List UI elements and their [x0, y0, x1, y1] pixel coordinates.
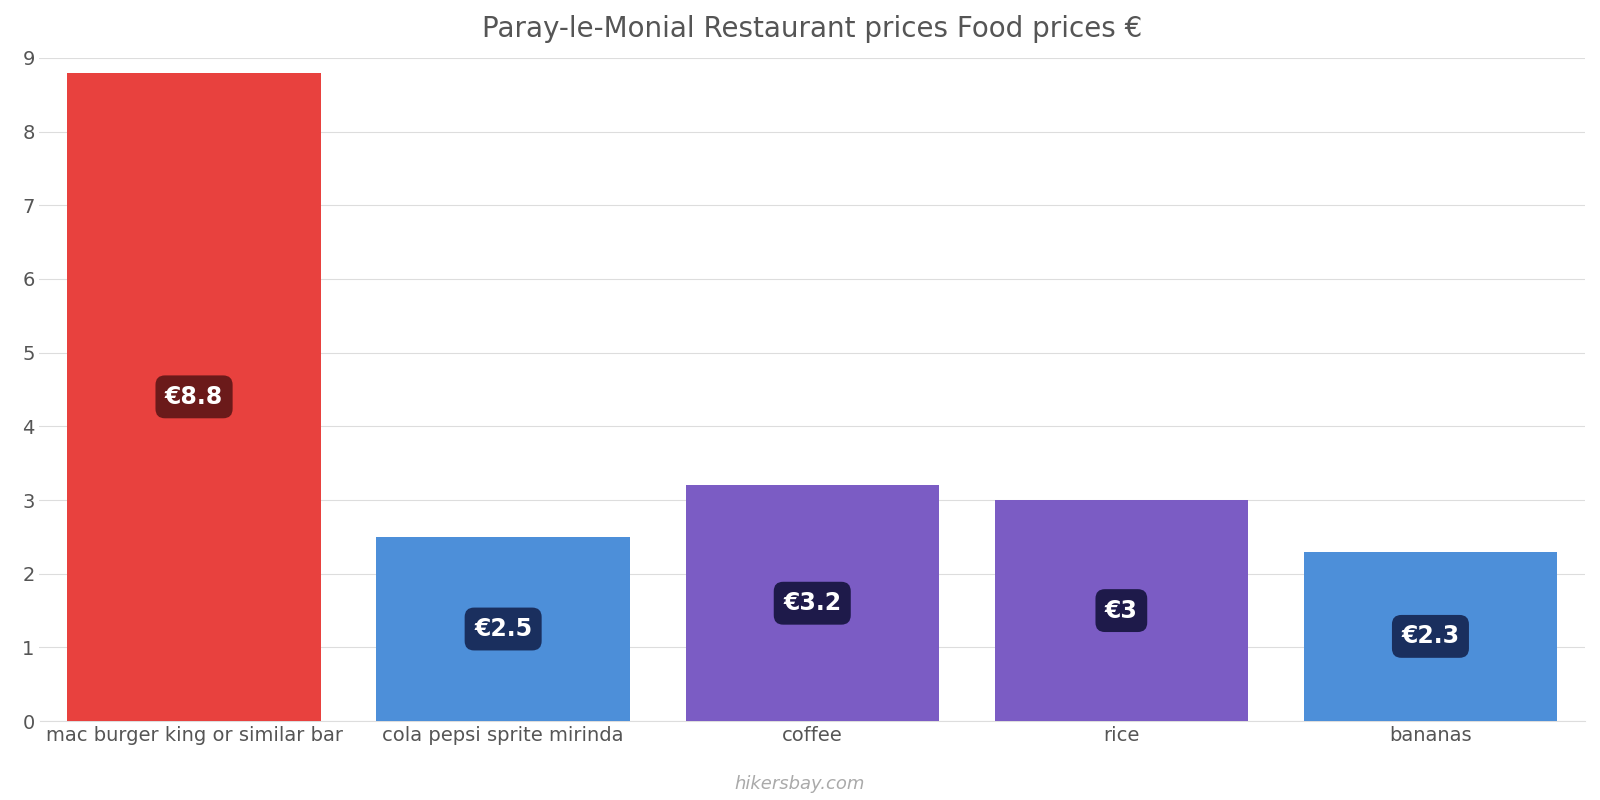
Text: hikersbay.com: hikersbay.com — [734, 775, 866, 793]
Text: €2.5: €2.5 — [474, 617, 533, 641]
Bar — [67, 73, 320, 721]
Text: €3.2: €3.2 — [782, 591, 842, 615]
Title: Paray-le-Monial Restaurant prices Food prices €: Paray-le-Monial Restaurant prices Food p… — [482, 15, 1142, 43]
Text: €2.3: €2.3 — [1402, 624, 1459, 648]
Bar — [376, 537, 630, 721]
Bar — [995, 500, 1248, 721]
Text: €8.8: €8.8 — [165, 385, 222, 409]
Bar — [685, 486, 939, 721]
Bar — [1304, 552, 1557, 721]
Text: €3: €3 — [1106, 598, 1138, 622]
